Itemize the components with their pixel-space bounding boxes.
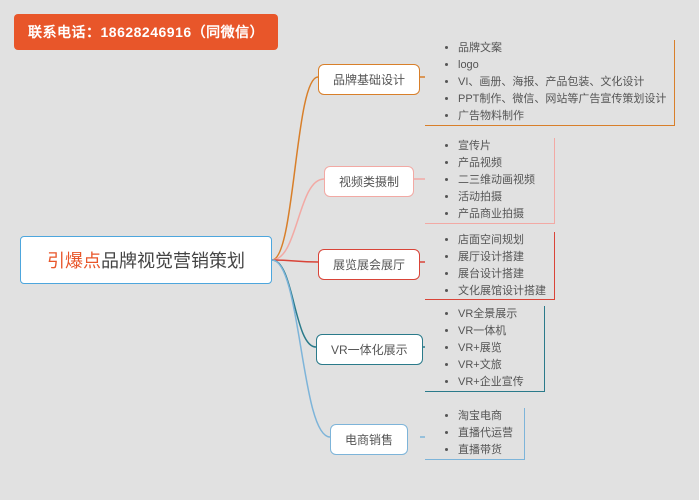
branch-node: 品牌基础设计: [318, 64, 420, 95]
leaf-bracket: [425, 232, 555, 300]
leaf-bracket: [425, 408, 525, 460]
root-accent: 引爆点: [47, 247, 101, 273]
branch-node: 视频类摄制: [324, 166, 414, 197]
branch-node: 展览展会展厅: [318, 249, 420, 280]
leaf-bracket: [425, 40, 675, 126]
branch-node: 电商销售: [330, 424, 408, 455]
branch-node: VR一体化展示: [316, 334, 423, 365]
leaf-bracket: [425, 138, 555, 224]
root-rest: 品牌视觉营销策划: [101, 247, 245, 273]
contact-badge: 联系电话：18628246916（同微信）: [14, 14, 278, 50]
leaf-bracket: [425, 306, 545, 392]
root-node: 引爆点品牌视觉营销策划: [20, 236, 272, 284]
